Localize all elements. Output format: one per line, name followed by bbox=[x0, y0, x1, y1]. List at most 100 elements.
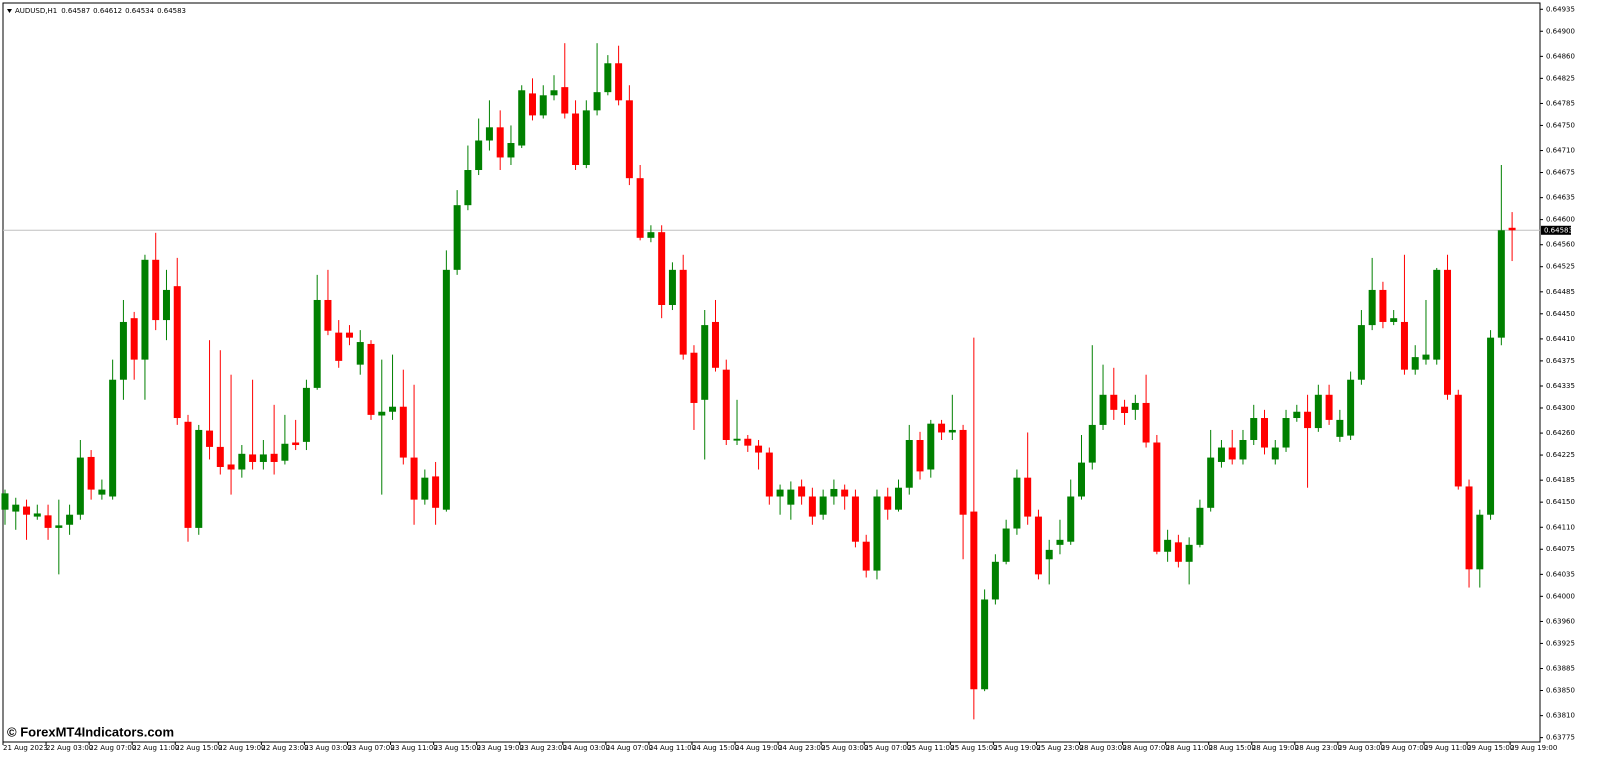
x-tick-label: 25 Aug 07:00 bbox=[864, 744, 911, 752]
candle-body bbox=[981, 599, 989, 690]
chart-header: AUDUSD,H1 0.64587 0.64612 0.64534 0.64583 bbox=[15, 7, 186, 15]
x-tick-label: 22 Aug 11:00 bbox=[132, 744, 179, 752]
x-tick-label: 22 Aug 03:00 bbox=[46, 744, 93, 752]
candle-body bbox=[539, 95, 547, 116]
candle-body bbox=[421, 477, 429, 500]
y-tick-label: 0.64600 bbox=[1546, 216, 1575, 224]
candle-body bbox=[313, 299, 321, 388]
x-tick-label: 23 Aug 23:00 bbox=[520, 744, 567, 752]
y-tick-label: 0.64375 bbox=[1546, 357, 1575, 365]
candle-body bbox=[1174, 542, 1182, 562]
candle-body bbox=[1099, 394, 1107, 425]
candle-body bbox=[733, 438, 741, 441]
y-tick-label: 0.63925 bbox=[1546, 639, 1575, 647]
menu-icon[interactable] bbox=[7, 9, 12, 13]
candle-body bbox=[1217, 447, 1225, 462]
y-tick-label: 0.64710 bbox=[1546, 147, 1575, 155]
y-tick-label: 0.63850 bbox=[1546, 687, 1575, 695]
x-tick-label: 21 Aug 2023 bbox=[3, 744, 48, 752]
candle-body bbox=[184, 421, 192, 528]
candle-body bbox=[259, 454, 267, 462]
current-price-box bbox=[1541, 225, 1571, 235]
candle-body bbox=[1207, 457, 1215, 508]
candle-body bbox=[819, 496, 827, 515]
candle-body bbox=[593, 92, 601, 111]
y-tick-label: 0.64035 bbox=[1546, 570, 1575, 578]
candle-body bbox=[615, 63, 623, 101]
y-tick-label: 0.64785 bbox=[1546, 99, 1575, 107]
candle-body bbox=[216, 446, 224, 467]
x-tick-label: 28 Aug 07:00 bbox=[1123, 744, 1170, 752]
candle-body bbox=[561, 87, 569, 114]
x-tick-label: 23 Aug 11:00 bbox=[391, 744, 438, 752]
candle-body bbox=[938, 423, 946, 433]
candle-body bbox=[1045, 549, 1053, 560]
candle-body bbox=[776, 489, 784, 497]
candle-body bbox=[55, 525, 63, 528]
x-tick-label: 28 Aug 11:00 bbox=[1166, 744, 1213, 752]
y-tick-label: 0.64000 bbox=[1546, 592, 1575, 600]
x-tick-label: 23 Aug 15:00 bbox=[434, 744, 481, 752]
x-tick-label: 22 Aug 19:00 bbox=[218, 744, 265, 752]
y-tick-label: 0.64450 bbox=[1546, 310, 1575, 318]
y-tick-label: 0.64150 bbox=[1546, 498, 1575, 506]
y-tick-label: 0.63775 bbox=[1546, 734, 1575, 742]
candle-body bbox=[884, 496, 892, 510]
y-tick-label: 0.64300 bbox=[1546, 404, 1575, 412]
y-tick-label: 0.64900 bbox=[1546, 27, 1575, 35]
candle-body bbox=[1411, 357, 1419, 370]
candle-body bbox=[1368, 289, 1376, 326]
candle-body bbox=[959, 429, 967, 515]
candle-body bbox=[873, 496, 881, 571]
x-tick-label: 29 Aug 03:00 bbox=[1338, 744, 1385, 752]
candles bbox=[1, 43, 1516, 720]
candle-body bbox=[582, 110, 590, 165]
candle-body bbox=[1357, 325, 1365, 380]
candle-body bbox=[356, 342, 364, 365]
candle-body bbox=[765, 452, 773, 497]
candle-body bbox=[76, 457, 84, 515]
candle-body bbox=[367, 343, 375, 415]
candle-body bbox=[711, 321, 719, 368]
candle-body bbox=[195, 429, 203, 528]
x-tick-label: 24 Aug 03:00 bbox=[563, 744, 610, 752]
header-open: 0.64587 bbox=[61, 7, 90, 15]
candle-body bbox=[658, 232, 666, 306]
candle-body bbox=[292, 442, 300, 446]
y-tick-label: 0.64675 bbox=[1546, 169, 1575, 177]
candle-body bbox=[1465, 486, 1473, 570]
candle-body bbox=[636, 178, 644, 238]
candle-body bbox=[44, 515, 52, 528]
candle-body bbox=[798, 486, 806, 497]
x-tick-label: 24 Aug 07:00 bbox=[606, 744, 653, 752]
candle-body bbox=[1304, 411, 1312, 429]
candle-body bbox=[1497, 230, 1505, 338]
current-price-label: 0.64583 bbox=[1544, 226, 1573, 234]
candle-body bbox=[12, 504, 20, 512]
candle-body bbox=[1185, 544, 1193, 562]
symbol: AUDUSD,H1 bbox=[15, 7, 57, 15]
candle-body bbox=[1476, 514, 1484, 570]
candle-body bbox=[119, 321, 127, 380]
candle-body bbox=[87, 456, 95, 490]
candle-body bbox=[722, 369, 730, 440]
candle-body bbox=[905, 439, 913, 488]
y-tick-label: 0.64075 bbox=[1546, 545, 1575, 553]
candle-body bbox=[894, 487, 902, 510]
candle-body bbox=[1379, 289, 1387, 322]
candle-body bbox=[1153, 442, 1161, 552]
x-tick-label: 25 Aug 23:00 bbox=[1036, 744, 1083, 752]
candle-body bbox=[496, 127, 504, 158]
candle-body bbox=[572, 113, 580, 165]
x-tick-label: 24 Aug 11:00 bbox=[649, 744, 696, 752]
candle-body bbox=[1390, 318, 1398, 322]
candle-body bbox=[1422, 354, 1430, 360]
x-tick-label: 28 Aug 19:00 bbox=[1252, 744, 1299, 752]
candle-body bbox=[991, 561, 999, 600]
y-tick-label: 0.64560 bbox=[1546, 241, 1575, 249]
x-tick-label: 28 Aug 03:00 bbox=[1080, 744, 1127, 752]
candle-body bbox=[141, 259, 149, 360]
candle-body bbox=[1400, 321, 1408, 370]
x-tick-label: 25 Aug 15:00 bbox=[950, 744, 997, 752]
